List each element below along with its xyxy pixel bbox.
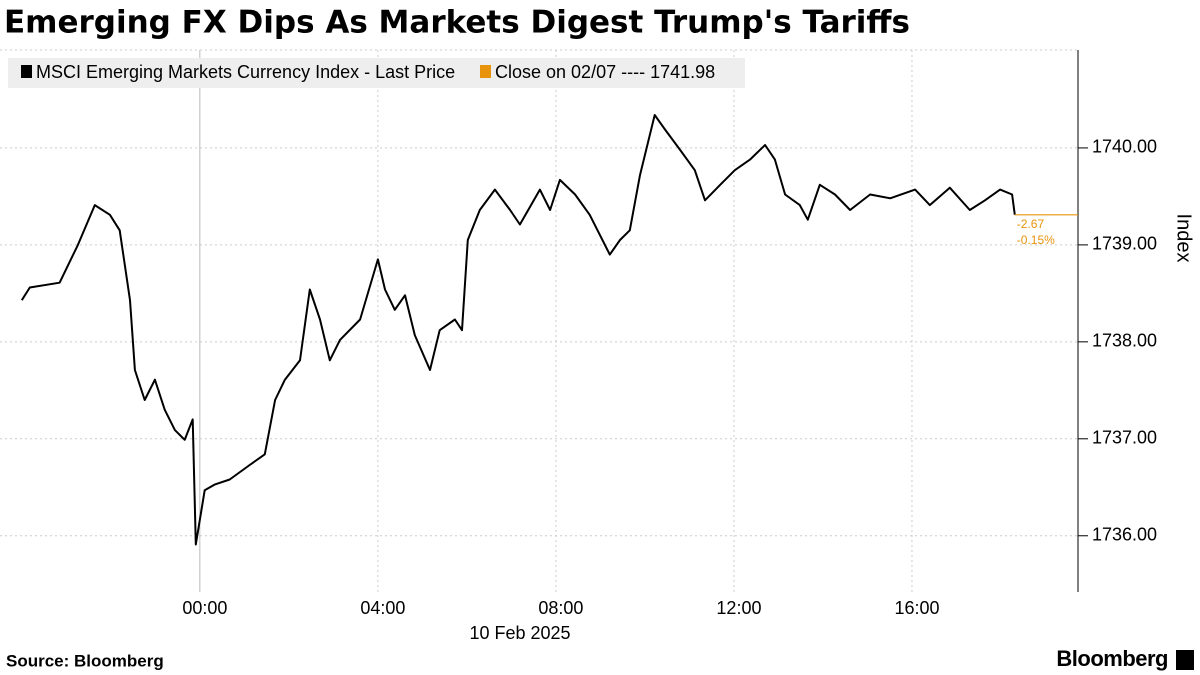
y-axis-label: Index [1173,214,1195,263]
chart-title: Emerging FX Dips As Markets Digest Trump… [4,5,910,41]
y-tick-label: 1738.00 [1092,331,1157,351]
x-tick-label: 16:00 [894,598,939,618]
y-tick-label: 1737.00 [1092,428,1157,448]
line-series [20,114,1016,546]
legend-label: Close on 02/07 ---- 1741.98 [495,62,715,82]
source: Source: Bloomberg [6,651,164,670]
brand-icon [1176,650,1194,670]
change-label: -2.67 [1017,217,1045,231]
x-tick-label: 08:00 [538,598,583,618]
x-tick-label: 12:00 [716,598,761,618]
legend-swatch [21,65,32,78]
y-tick-label: 1740.00 [1092,137,1157,157]
x-tick-label: 04:00 [360,598,405,618]
legend-label: MSCI Emerging Markets Currency Index - L… [36,62,455,82]
y-tick-label: 1736.00 [1092,525,1157,545]
change-pct-label: -0.15% [1017,233,1055,247]
legend-box [8,58,745,88]
x-axis-label: 10 Feb 2025 [469,623,570,643]
y-tick-label: 1739.00 [1092,234,1157,254]
x-tick-label: 00:00 [182,598,227,618]
legend-swatch [480,65,491,78]
brand: Bloomberg [1056,646,1168,671]
